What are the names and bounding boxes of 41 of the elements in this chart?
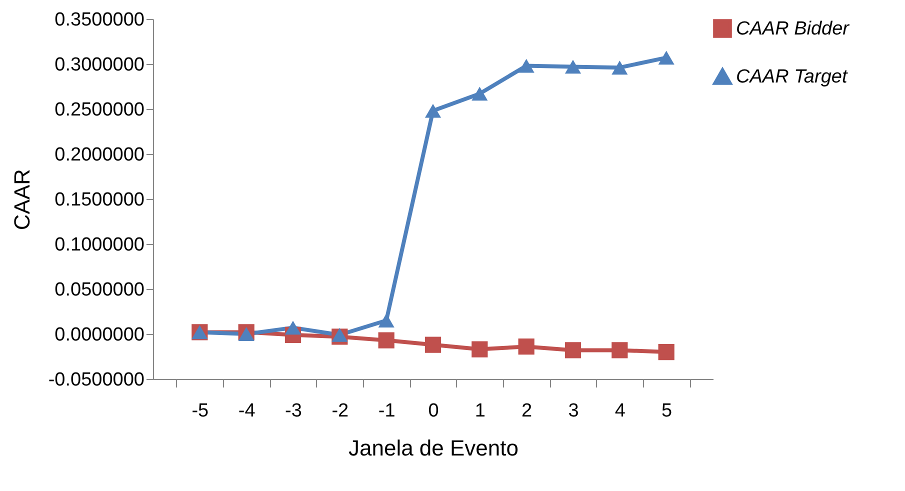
point — [658, 50, 674, 65]
legend-label: CAAR Bidder — [736, 18, 850, 40]
point — [518, 338, 534, 355]
point — [332, 328, 348, 342]
x-tick-label: 0 — [428, 400, 439, 422]
point — [612, 60, 628, 75]
x-axis-title: Janela de Evento — [348, 436, 519, 460]
y-tick-label: -0.0500000 — [48, 370, 144, 390]
y-axis-title: CAAR — [9, 168, 34, 230]
point — [238, 327, 254, 341]
point — [424, 104, 442, 118]
point — [658, 344, 674, 360]
y-tick-label: 0.3500000 — [54, 10, 144, 30]
y-tick-label: 0.2000000 — [54, 144, 144, 166]
point — [472, 86, 488, 101]
x-tick-label: 2 — [522, 400, 532, 422]
y-tick-label: 0.0500000 — [54, 280, 144, 300]
y-tick-label: 0.1500000 — [54, 190, 144, 210]
x-tick-label: -5 — [192, 400, 209, 422]
point — [472, 341, 488, 358]
point — [518, 58, 534, 73]
y-tick-label: 0.0000000 — [54, 324, 144, 346]
legend-label: CAAR Target — [736, 66, 848, 88]
x-tick-label: 1 — [474, 400, 486, 422]
x-tick-label: 3 — [568, 400, 579, 422]
point — [284, 320, 302, 335]
x-tick-label: -4 — [238, 400, 256, 422]
point — [612, 342, 628, 358]
point — [564, 60, 582, 74]
x-tick-label: -2 — [332, 400, 349, 422]
y-tick-label: 0.2500000 — [54, 100, 144, 120]
x-tick-label: 5 — [662, 400, 672, 422]
point — [378, 314, 394, 328]
y-tick-label: 0.1000000 — [54, 234, 144, 256]
point — [424, 336, 442, 353]
point — [564, 342, 582, 358]
x-tick-label: 4 — [614, 400, 626, 422]
x-tick-label: -1 — [378, 400, 396, 422]
point — [378, 332, 394, 348]
y-tick-label: 0.3000000 — [54, 54, 144, 76]
x-tick-label: -3 — [285, 400, 302, 422]
